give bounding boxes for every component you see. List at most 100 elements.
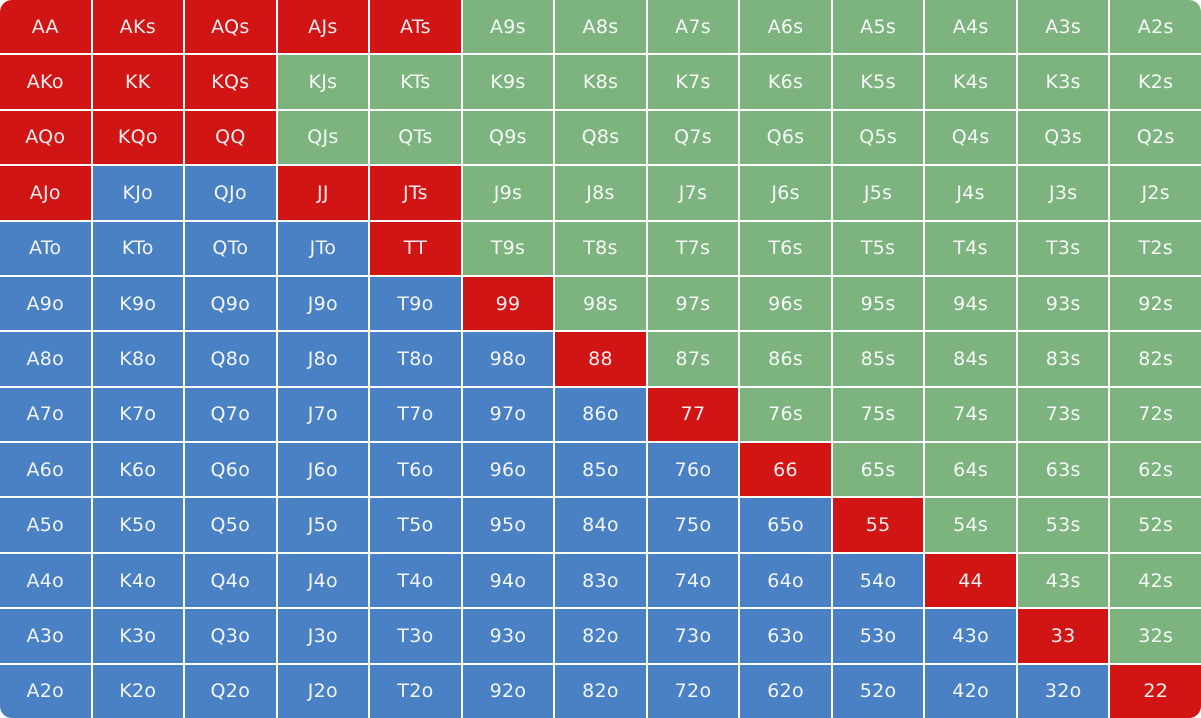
hand-cell-62s-r9c13[interactable]: 62s: [1110, 443, 1201, 497]
hand-cell-86s-r7c9[interactable]: 86s: [740, 332, 831, 386]
hand-cell-Q3o-r12c3[interactable]: Q3o: [185, 609, 276, 663]
hand-cell-ATs-r1c5[interactable]: ATs: [370, 0, 461, 54]
hand-cell-T3o-r12c5[interactable]: T3o: [370, 609, 461, 663]
hand-cell-74o-r11c8[interactable]: 74o: [647, 553, 739, 608]
hand-cell-AA-r1c1[interactable]: AA: [0, 0, 91, 54]
hand-cell-93s-r6c12[interactable]: 93s: [1017, 276, 1109, 331]
hand-cell-Q9s-r3c6[interactable]: Q9s: [462, 110, 554, 165]
hand-cell-K7o-r8c2[interactable]: K7o: [92, 387, 184, 442]
hand-cell-T7o-r8c5[interactable]: T7o: [370, 387, 461, 442]
hand-cell-75s-r8c10[interactable]: 75s: [832, 387, 924, 442]
hand-cell-99-r6c6[interactable]: 99: [462, 276, 554, 331]
hand-cell-42o-r13c11[interactable]: 42o: [925, 664, 1016, 718]
hand-cell-J5s-r4c10[interactable]: J5s: [832, 166, 924, 220]
hand-cell-K2s-r2c13[interactable]: K2s: [1110, 55, 1201, 109]
hand-cell-KTo-r5c2[interactable]: KTo: [92, 221, 184, 275]
hand-cell-T2o-r13c5[interactable]: T2o: [370, 664, 461, 718]
hand-cell-J8s-r4c7[interactable]: J8s: [555, 166, 646, 220]
hand-cell-Q8o-r7c3[interactable]: Q8o: [185, 332, 276, 386]
hand-cell-J9o-r6c4[interactable]: J9o: [277, 276, 369, 331]
hand-cell-52o-r13c10[interactable]: 52o: [832, 664, 924, 718]
hand-cell-32s-r12c13[interactable]: 32s: [1110, 609, 1201, 663]
hand-cell-T6s-r5c9[interactable]: T6s: [740, 221, 831, 275]
hand-cell-A2o-r13c1[interactable]: A2o: [0, 664, 91, 718]
hand-cell-63o-r12c9[interactable]: 63o: [740, 609, 831, 663]
hand-cell-84s-r7c11[interactable]: 84s: [925, 332, 1016, 386]
hand-cell-95o-r10c6[interactable]: 95o: [462, 498, 554, 552]
hand-cell-KQs-r2c3[interactable]: KQs: [185, 55, 276, 109]
hand-cell-KK-r2c2[interactable]: KK: [92, 55, 184, 109]
hand-cell-88-r7c7[interactable]: 88: [555, 332, 646, 386]
hand-cell-T6o-r9c5[interactable]: T6o: [370, 443, 461, 497]
hand-cell-55-r10c10[interactable]: 55: [832, 498, 924, 552]
hand-cell-82o-r12c7[interactable]: 82o: [555, 609, 646, 663]
hand-cell-52s-r10c13[interactable]: 52s: [1110, 498, 1201, 552]
hand-cell-T7s-r5c8[interactable]: T7s: [647, 221, 739, 275]
hand-cell-K8s-r2c7[interactable]: K8s: [555, 55, 646, 109]
hand-cell-T5s-r5c10[interactable]: T5s: [832, 221, 924, 275]
hand-cell-K3o-r12c2[interactable]: K3o: [92, 609, 184, 663]
hand-cell-84o-r10c7[interactable]: 84o: [555, 498, 646, 552]
hand-cell-94o-r11c6[interactable]: 94o: [462, 553, 554, 608]
hand-cell-A9o-r6c1[interactable]: A9o: [0, 276, 91, 331]
hand-cell-76s-r8c9[interactable]: 76s: [740, 387, 831, 442]
hand-cell-T8s-r5c7[interactable]: T8s: [555, 221, 646, 275]
hand-cell-A3o-r12c1[interactable]: A3o: [0, 609, 91, 663]
hand-cell-42s-r11c13[interactable]: 42s: [1110, 553, 1201, 608]
hand-cell-KTs-r2c5[interactable]: KTs: [370, 55, 461, 109]
hand-cell-65s-r9c10[interactable]: 65s: [832, 443, 924, 497]
hand-cell-93o-r12c6[interactable]: 93o: [462, 609, 554, 663]
hand-cell-65o-r10c9[interactable]: 65o: [740, 498, 831, 552]
hand-cell-Q5o-r10c3[interactable]: Q5o: [185, 498, 276, 552]
hand-cell-96s-r6c9[interactable]: 96s: [740, 276, 831, 331]
hand-cell-JTs-r4c5[interactable]: JTs: [370, 166, 461, 220]
hand-cell-AJo-r4c1[interactable]: AJo: [0, 166, 91, 220]
hand-cell-95s-r6c10[interactable]: 95s: [832, 276, 924, 331]
hand-cell-AQo-r3c1[interactable]: AQo: [0, 110, 91, 165]
hand-cell-Q7s-r3c8[interactable]: Q7s: [647, 110, 739, 165]
hand-cell-QJo-r4c3[interactable]: QJo: [185, 166, 276, 220]
hand-cell-A7o-r8c1[interactable]: A7o: [0, 387, 91, 442]
hand-cell-K6o-r9c2[interactable]: K6o: [92, 443, 184, 497]
hand-cell-Q6s-r3c9[interactable]: Q6s: [740, 110, 831, 165]
hand-cell-82s-r7c13[interactable]: 82s: [1110, 332, 1201, 386]
hand-cell-K7s-r2c8[interactable]: K7s: [647, 55, 739, 109]
hand-cell-73s-r8c12[interactable]: 73s: [1017, 387, 1109, 442]
hand-cell-97s-r6c8[interactable]: 97s: [647, 276, 739, 331]
hand-cell-KQo-r3c2[interactable]: KQo: [92, 110, 184, 165]
hand-cell-QJs-r3c4[interactable]: QJs: [277, 110, 369, 165]
hand-cell-A6o-r9c1[interactable]: A6o: [0, 443, 91, 497]
hand-cell-82o-r13c7[interactable]: 82o: [555, 664, 646, 718]
hand-cell-KJs-r2c4[interactable]: KJs: [277, 55, 369, 109]
hand-cell-96o-r9c6[interactable]: 96o: [462, 443, 554, 497]
hand-cell-Q2s-r3c13[interactable]: Q2s: [1110, 110, 1201, 165]
hand-cell-Q3s-r3c12[interactable]: Q3s: [1017, 110, 1109, 165]
hand-cell-Q6o-r9c3[interactable]: Q6o: [185, 443, 276, 497]
hand-cell-J4o-r11c4[interactable]: J4o: [277, 553, 369, 608]
hand-cell-54o-r11c10[interactable]: 54o: [832, 553, 924, 608]
hand-cell-A4s-r1c11[interactable]: A4s: [925, 0, 1016, 54]
hand-cell-JTo-r5c4[interactable]: JTo: [277, 221, 369, 275]
hand-cell-62o-r13c9[interactable]: 62o: [740, 664, 831, 718]
hand-cell-64s-r9c11[interactable]: 64s: [925, 443, 1016, 497]
hand-cell-K4s-r2c11[interactable]: K4s: [925, 55, 1016, 109]
hand-cell-QTo-r5c3[interactable]: QTo: [185, 221, 276, 275]
hand-cell-A8o-r7c1[interactable]: A8o: [0, 332, 91, 386]
hand-cell-72s-r8c13[interactable]: 72s: [1110, 387, 1201, 442]
hand-cell-T2s-r5c13[interactable]: T2s: [1110, 221, 1201, 275]
hand-cell-63s-r9c12[interactable]: 63s: [1017, 443, 1109, 497]
hand-cell-43s-r11c12[interactable]: 43s: [1017, 553, 1109, 608]
hand-cell-T9s-r5c6[interactable]: T9s: [462, 221, 554, 275]
hand-cell-77-r8c8[interactable]: 77: [647, 387, 739, 442]
hand-cell-TT-r5c5[interactable]: TT: [370, 221, 461, 275]
hand-cell-Q9o-r6c3[interactable]: Q9o: [185, 276, 276, 331]
hand-cell-A6s-r1c9[interactable]: A6s: [740, 0, 831, 54]
hand-cell-J2s-r4c13[interactable]: J2s: [1110, 166, 1201, 220]
hand-cell-K8o-r7c2[interactable]: K8o: [92, 332, 184, 386]
hand-cell-K5o-r10c2[interactable]: K5o: [92, 498, 184, 552]
hand-cell-AKo-r2c1[interactable]: AKo: [0, 55, 91, 109]
hand-cell-J6o-r9c4[interactable]: J6o: [277, 443, 369, 497]
hand-cell-66-r9c9[interactable]: 66: [740, 443, 831, 497]
hand-cell-K9o-r6c2[interactable]: K9o: [92, 276, 184, 331]
hand-cell-J3s-r4c12[interactable]: J3s: [1017, 166, 1109, 220]
